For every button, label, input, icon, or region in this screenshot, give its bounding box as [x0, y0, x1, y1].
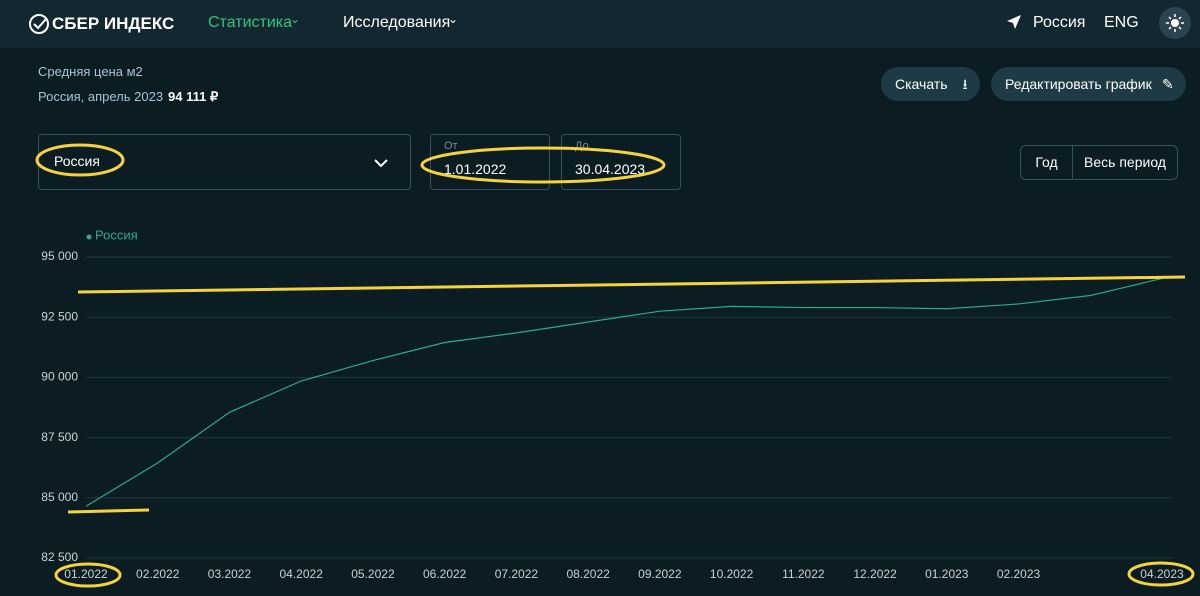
x-tick-label: 01.2023	[925, 567, 969, 581]
chevron: ⌄	[448, 12, 459, 26]
language[interactable]: ENG	[1104, 14, 1139, 31]
region-select[interactable]: Россия	[38, 134, 411, 190]
metric-title: Средняя цена м2	[38, 64, 143, 79]
period-toggle: Год Весь период	[1020, 145, 1178, 180]
legend-label: Россия	[95, 227, 138, 242]
region-selector[interactable]: Россия	[1033, 14, 1086, 31]
download-button[interactable]: Скачать ⭳	[881, 67, 980, 101]
nav-item[interactable]: Статистика	[208, 14, 293, 31]
y-tick-label: 85 000	[41, 490, 78, 504]
chevron	[374, 159, 388, 168]
y-tick-label: 87 500	[41, 430, 78, 444]
date-from[interactable]: От 1.01.2022	[430, 134, 550, 190]
y-tick-label: 82 500	[41, 550, 78, 564]
x-tick-label: 11.2022	[782, 567, 825, 581]
y-tick-label: 90 000	[41, 370, 78, 384]
x-tick-label: 02.2023	[997, 567, 1041, 581]
x-tick-label: 04.2023	[1140, 567, 1184, 581]
x-tick-label: 10.2022	[710, 567, 754, 581]
period: Россия, апрель 2023	[38, 89, 164, 104]
x-tick-label: 04.2022	[280, 567, 324, 581]
nav-item[interactable]: Исследования	[343, 14, 451, 31]
period-button[interactable]: Год	[1021, 146, 1073, 179]
current-value: 94 111 ₽	[168, 89, 219, 104]
logo[interactable]: СБЕР ИНДЕКС	[52, 14, 175, 33]
logo-icon	[29, 14, 49, 34]
period-button[interactable]: Весь период	[1084, 154, 1166, 170]
chart: 82 500 85 000 87 500 90 000 92 500 95 000 01.2…	[41, 227, 1184, 581]
location-icon	[1007, 15, 1021, 29]
theme-toggle[interactable]	[1158, 6, 1192, 40]
x-tick-label: 06.2022	[423, 567, 467, 581]
legend-marker	[86, 234, 92, 240]
y-tick-label: 95 000	[41, 249, 78, 263]
x-tick-label: 05.2022	[351, 567, 395, 581]
x-tick-label: 08.2022	[566, 567, 610, 581]
select-value: Россия	[54, 153, 100, 169]
button-label: Скачать	[895, 76, 948, 92]
top-bar: СБЕР ИНДЕКС Статистика ⌄ Исследования ⌄ …	[0, 0, 1200, 48]
field-label: От	[444, 140, 458, 152]
x-tick-label: 02.2022	[136, 567, 180, 581]
chevron: ⌄	[290, 12, 301, 26]
field-value: 1.01.2022	[444, 161, 507, 177]
button-label: Редактировать график	[1005, 76, 1152, 92]
icon: ✎	[1162, 76, 1174, 92]
edit-button[interactable]: Редактировать график ✎	[991, 67, 1186, 101]
y-tick-label: 92 500	[41, 309, 78, 323]
field-label: До	[575, 140, 589, 152]
field-value: 30.04.2023	[575, 161, 646, 177]
x-tick-label: 03.2022	[208, 567, 252, 581]
x-tick-label: 07.2022	[495, 567, 539, 581]
data-line	[85, 277, 1163, 507]
x-tick-label: 09.2022	[638, 567, 682, 581]
icon: ⭳	[962, 76, 968, 92]
x-tick-label: 01.2022	[64, 567, 108, 581]
x-tick-label: 12.2022	[853, 567, 897, 581]
date-to[interactable]: До 30.04.2023	[561, 134, 681, 190]
